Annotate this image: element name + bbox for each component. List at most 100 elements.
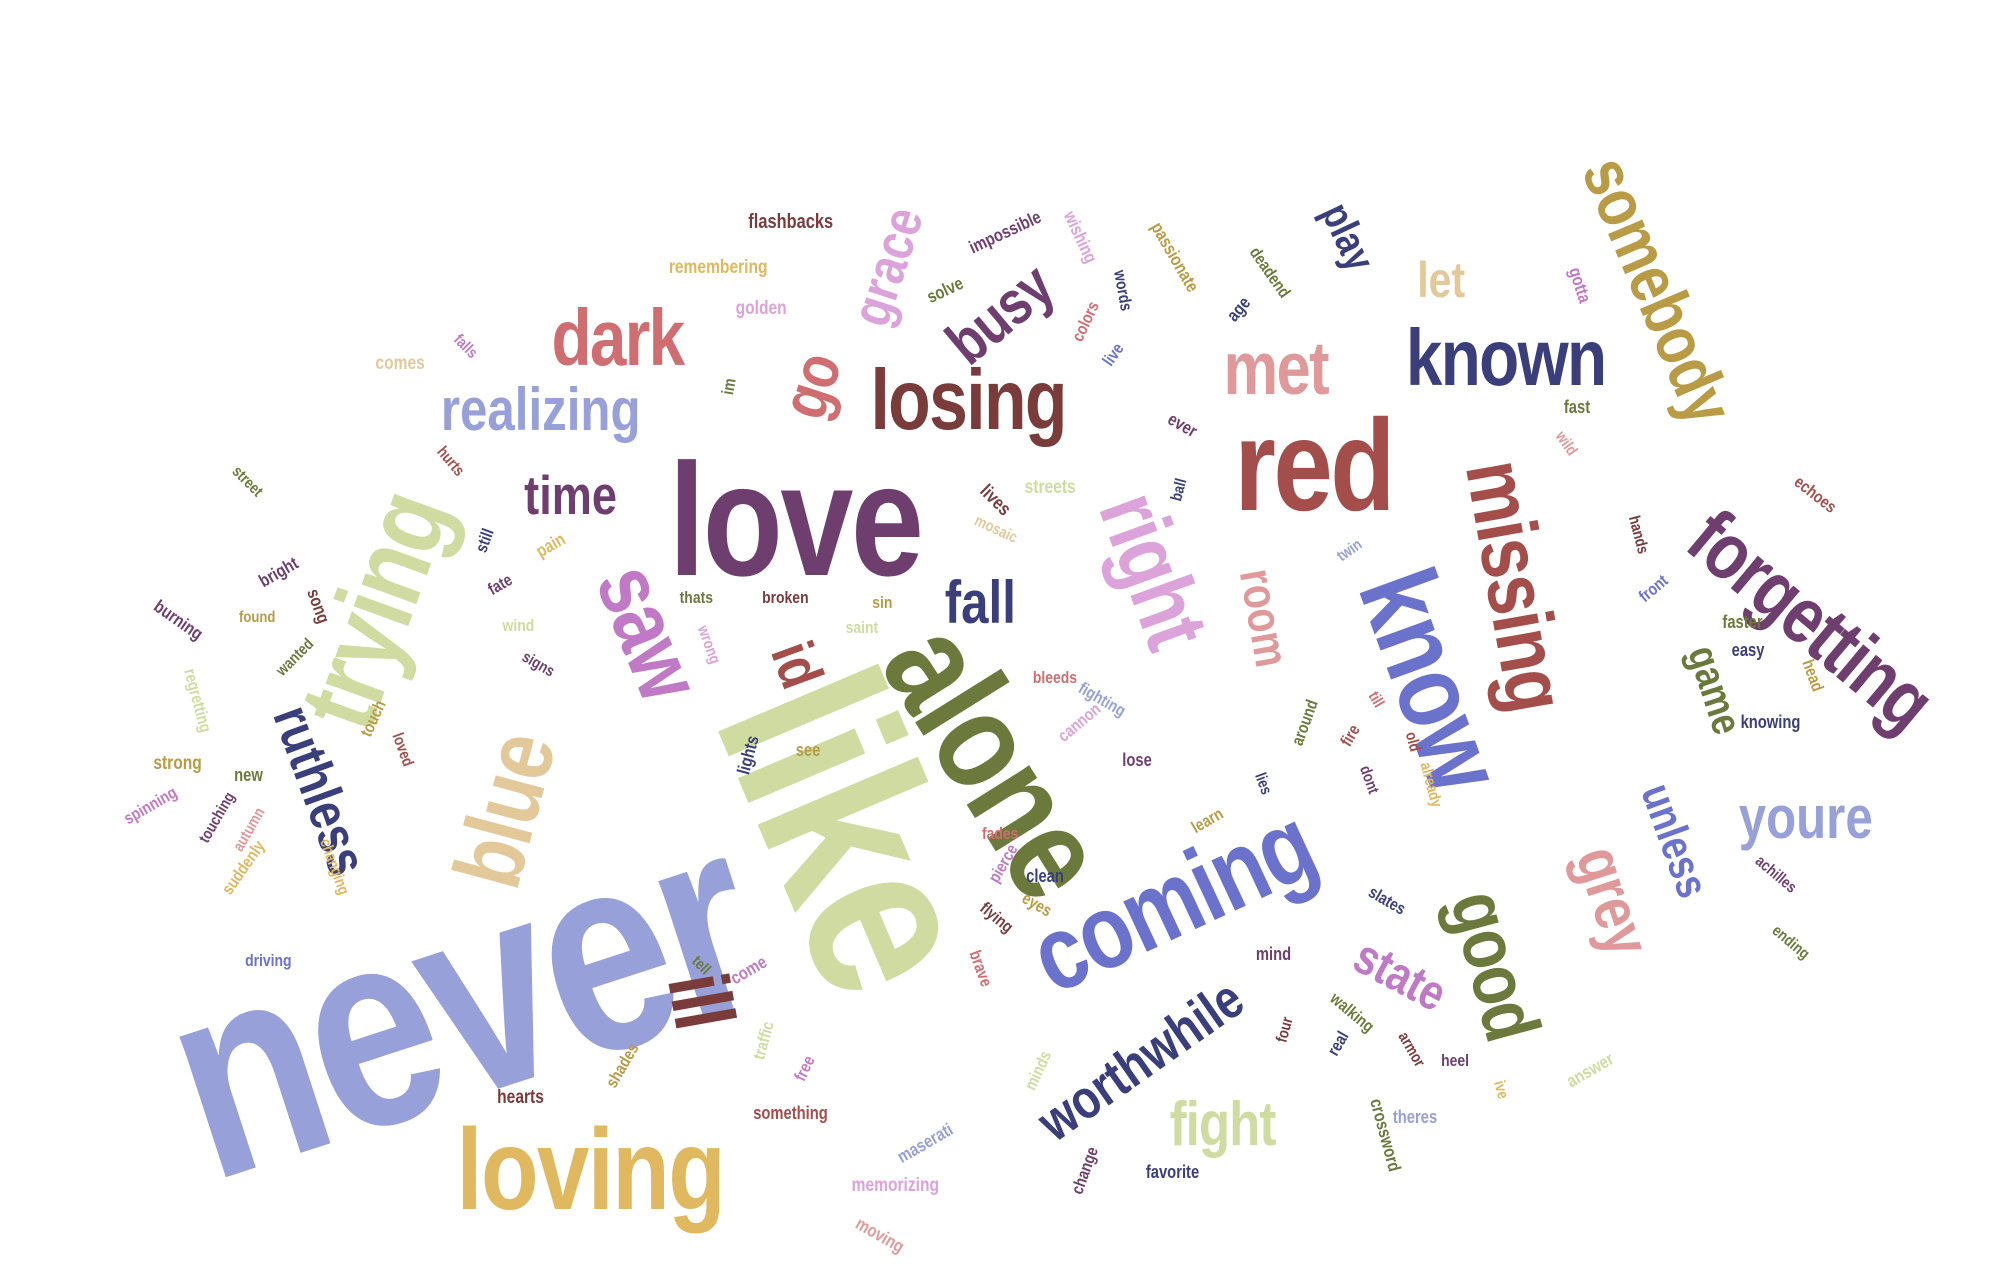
word-maserati: maserati (893, 1119, 957, 1167)
word-hearts: hearts (496, 1086, 544, 1108)
word-realizing: realizing (440, 376, 640, 443)
word-driving: driving (244, 950, 292, 970)
word-heel: heel (1441, 1050, 1469, 1070)
word-bleeds: bleeds (1032, 667, 1078, 687)
word-words: words (1110, 268, 1136, 312)
word-brave: brave (964, 947, 996, 989)
word-room: room (1228, 564, 1299, 671)
word-ball: ball (1168, 476, 1191, 503)
word-touching: touching (196, 789, 239, 846)
word-something: something (752, 1103, 828, 1123)
word-fight: fight (1169, 1090, 1276, 1159)
word-falls: falls (450, 331, 481, 362)
word-flashbacks: flashbacks (747, 211, 833, 233)
word-easy: easy (1731, 640, 1765, 660)
word-gotta: gotta (1564, 264, 1596, 306)
word-answer: answer (1562, 1048, 1618, 1092)
word-broken: broken (761, 587, 809, 607)
word-fate: fate (484, 569, 516, 599)
word-real: real (1323, 1027, 1353, 1059)
word-mind: mind (1255, 944, 1291, 964)
word-burning: burning (149, 596, 207, 644)
word-good: good (1432, 881, 1557, 1049)
word-im: im (718, 376, 740, 396)
word-deadend: deadend (1245, 243, 1295, 301)
word-armor: armor (1393, 1029, 1428, 1071)
word-favorite: favorite (1145, 1162, 1199, 1182)
word-still: still (471, 525, 498, 555)
word-ive: ive (1490, 1078, 1512, 1101)
word-four: four (1273, 1015, 1297, 1045)
word-theres: theres (1392, 1107, 1438, 1127)
word-colors: colors (1067, 298, 1103, 344)
word-slates: slates (1365, 881, 1409, 919)
word-comes: comes (375, 352, 425, 374)
word-time: time (523, 463, 617, 526)
word-wind: wind (501, 615, 534, 635)
word-impossible: impossible (965, 206, 1045, 258)
word-wishing: wishing (1059, 207, 1101, 267)
word-sin: sin (871, 592, 892, 612)
word-moving: moving (852, 1213, 908, 1257)
word-streets: streets (1024, 476, 1076, 498)
word-see: see (795, 740, 821, 760)
word-known: known (1405, 313, 1606, 402)
word-dark: dark (550, 293, 685, 382)
word-twin: twin (1334, 536, 1366, 566)
word-hands: hands (1624, 514, 1651, 556)
word-let: let (1417, 252, 1466, 308)
word-ever: ever (1163, 408, 1201, 442)
word-golden: golden (735, 297, 787, 319)
word-right: right (1079, 479, 1227, 661)
word-grey: grey (1561, 836, 1665, 964)
word-clean: clean (1026, 866, 1064, 886)
word-free: free (790, 1052, 819, 1084)
word-mosaic: mosaic (971, 512, 1020, 547)
word-fall: fall (944, 569, 1016, 636)
word-spinning: spinning (120, 782, 180, 828)
word-wild: wild (1551, 428, 1580, 460)
word-front: front (1634, 570, 1672, 606)
word-achilles: achilles (1751, 852, 1800, 897)
word-play: play (1312, 195, 1385, 278)
word-echoes: echoes (1790, 471, 1840, 517)
word-found: found (238, 609, 276, 626)
word-grace: grace (838, 199, 935, 333)
word-live: live (1098, 339, 1128, 369)
word-fast: fast (1563, 397, 1591, 417)
word-met: met (1222, 325, 1329, 410)
word-fades: fades (981, 823, 1019, 843)
word-regretting: regretting (179, 666, 215, 734)
word-age: age (1222, 292, 1254, 326)
word-ending: ending (1768, 922, 1813, 963)
word-faster: faster (1721, 612, 1763, 632)
word-lies: lies (1250, 770, 1275, 798)
word-losing: losing (870, 352, 1067, 448)
word-strong: strong (152, 752, 202, 774)
word-passionate: passionate (1147, 218, 1203, 296)
word-pain: pain (531, 528, 569, 562)
word-knowing: knowing (1740, 712, 1800, 732)
word-youre: youre (1738, 784, 1873, 851)
word-around: around (1287, 696, 1322, 748)
word-dont: dont (1355, 763, 1382, 797)
word-street: street (228, 463, 266, 501)
word-lose: lose (1122, 750, 1152, 770)
word-memorizing: memorizing (851, 1174, 939, 1196)
word-state: state (1344, 927, 1456, 1023)
word-bright: bright (254, 552, 302, 592)
word-hurts: hurts (433, 443, 468, 480)
word-loving: loving (455, 1105, 725, 1234)
word-thats: thats (679, 587, 713, 607)
word-change: change (1067, 1143, 1103, 1197)
word-love: love (668, 430, 924, 609)
word-go: go (765, 343, 855, 427)
word-saint: saint (845, 617, 879, 637)
word-solve: solve (923, 272, 967, 308)
word-fire: fire (1336, 720, 1364, 750)
word-new: new (233, 765, 263, 785)
word-signs: signs (519, 648, 558, 681)
word-remembering: remembering (668, 256, 768, 278)
word-loved: loved (388, 730, 417, 769)
